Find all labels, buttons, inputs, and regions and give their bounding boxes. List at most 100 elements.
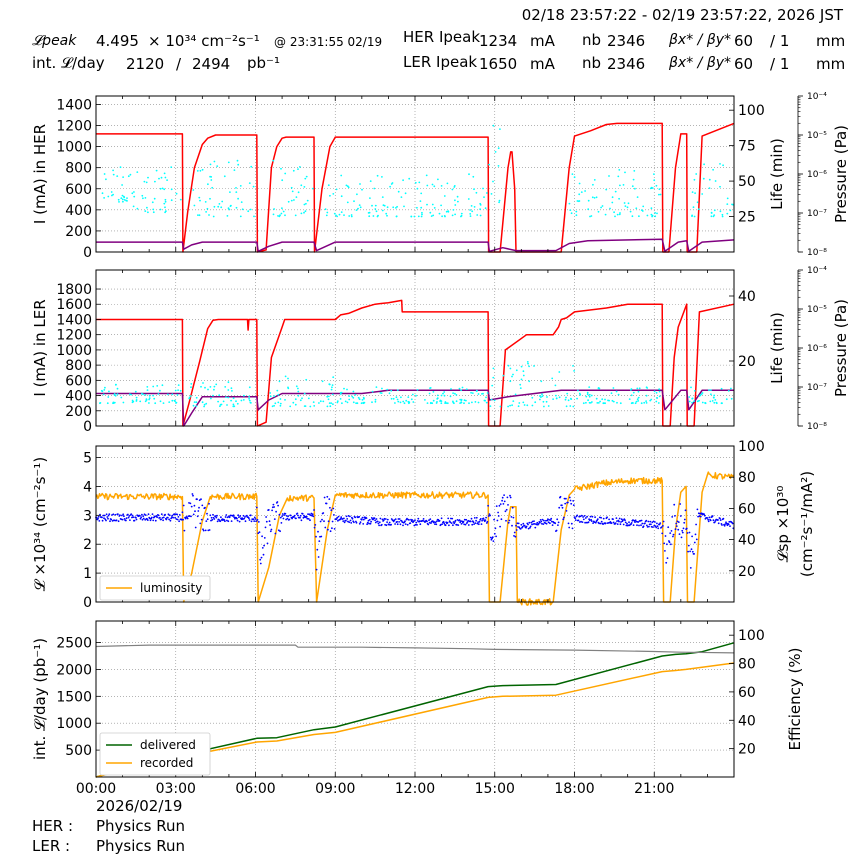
pressure-point	[451, 188, 454, 191]
specific-luminosity-point	[576, 514, 579, 517]
y-right-tick-label: 20	[738, 742, 756, 758]
specific-luminosity-point	[471, 523, 474, 526]
specific-luminosity-point	[160, 518, 163, 521]
pressure-point	[407, 396, 410, 398]
specific-luminosity-point	[253, 520, 256, 522]
specific-luminosity-point	[345, 515, 348, 518]
specific-luminosity-point	[168, 518, 171, 521]
specific-luminosity-point	[154, 515, 157, 518]
her-nb-label: nb	[582, 31, 601, 49]
specific-luminosity-point	[324, 526, 327, 529]
pressure-point	[526, 361, 529, 363]
legend-label: delivered	[140, 738, 196, 752]
pressure-point	[154, 180, 156, 183]
pressure-point	[460, 212, 463, 215]
specific-luminosity-point	[242, 514, 245, 517]
pressure-point	[392, 397, 395, 400]
specific-luminosity-point	[406, 517, 408, 520]
specific-luminosity-point	[539, 521, 541, 524]
pressure-point	[232, 397, 235, 399]
pressure-point	[295, 385, 298, 388]
pressure-point	[326, 405, 329, 408]
specific-luminosity-point	[285, 518, 287, 521]
specific-luminosity-point	[591, 515, 594, 518]
pressure-point	[332, 193, 335, 195]
pressure-point	[269, 395, 272, 398]
specific-luminosity-point	[343, 517, 345, 520]
pressure-point	[438, 212, 441, 215]
specific-luminosity-point	[144, 514, 147, 516]
specific-luminosity-point	[271, 509, 273, 512]
pressure-point	[237, 197, 240, 200]
pressure-point	[249, 208, 252, 211]
pressure-point	[709, 400, 712, 403]
pressure-point	[303, 392, 306, 395]
specific-luminosity-point	[586, 515, 588, 518]
lifetime-line	[96, 389, 734, 427]
specific-luminosity-point	[513, 535, 515, 537]
pressure-point	[216, 165, 219, 168]
specific-luminosity-point	[577, 519, 580, 522]
pressure-point	[357, 207, 359, 210]
pressure-point	[629, 210, 632, 213]
specific-luminosity-point	[388, 521, 391, 524]
pressure-point	[292, 169, 295, 172]
pressure-point	[541, 393, 543, 396]
specific-luminosity-point	[582, 516, 584, 518]
pressure-point	[236, 402, 239, 405]
pressure-point	[520, 378, 523, 381]
pressure-point	[269, 392, 272, 394]
y-right-tick-label: 80	[738, 470, 756, 486]
specific-luminosity-point	[541, 518, 544, 521]
pressure-point	[148, 402, 150, 404]
pressure-point	[130, 393, 133, 396]
specific-luminosity-point	[582, 518, 585, 521]
pressure-point	[280, 212, 283, 215]
pressure-point	[248, 399, 251, 402]
specific-luminosity-point	[162, 519, 165, 522]
specific-luminosity-point	[413, 524, 416, 527]
pressure-point	[369, 197, 371, 200]
pressure-point	[203, 405, 206, 408]
specific-luminosity-point	[675, 525, 678, 527]
y-axis-label: I (mA) in HER	[31, 124, 49, 224]
specific-luminosity-point	[270, 528, 273, 531]
pressure-point	[492, 376, 495, 379]
specific-luminosity-point	[565, 510, 568, 512]
specific-luminosity-point	[158, 516, 161, 519]
specific-luminosity-point	[329, 506, 331, 509]
pressure-point	[531, 404, 534, 407]
pressure-point	[490, 193, 493, 195]
pressure-point	[236, 159, 239, 162]
specific-luminosity-point	[584, 517, 587, 519]
pressure-point	[607, 399, 609, 402]
pressure-point	[470, 391, 472, 394]
pressure-point	[640, 402, 643, 405]
specific-luminosity-point	[374, 519, 376, 522]
x-tick-label: 09:00	[315, 781, 355, 797]
pressure-point	[287, 387, 290, 390]
specific-luminosity-point	[594, 516, 596, 519]
pressure-point	[588, 393, 591, 396]
pressure-point	[404, 192, 407, 195]
pressure-point	[696, 400, 699, 403]
specific-luminosity-point	[378, 524, 380, 527]
pressure-point	[454, 213, 456, 216]
pressure-point	[618, 169, 621, 171]
pressure-point	[144, 394, 147, 396]
specific-luminosity-point	[379, 517, 382, 520]
recorded-line	[95, 662, 735, 778]
specific-luminosity-point	[343, 521, 346, 524]
specific-luminosity-point	[404, 520, 406, 523]
specific-luminosity-point	[567, 522, 570, 525]
specific-luminosity-point	[320, 535, 323, 538]
specific-luminosity-point	[172, 516, 175, 519]
pressure-point	[588, 395, 591, 398]
specific-luminosity-point	[151, 513, 154, 515]
pressure-point	[515, 369, 518, 372]
pressure-point	[586, 393, 589, 396]
pressure-point	[297, 387, 299, 390]
pressure-point	[133, 195, 136, 198]
specific-luminosity-point	[583, 515, 586, 517]
specific-luminosity-point	[259, 562, 262, 565]
